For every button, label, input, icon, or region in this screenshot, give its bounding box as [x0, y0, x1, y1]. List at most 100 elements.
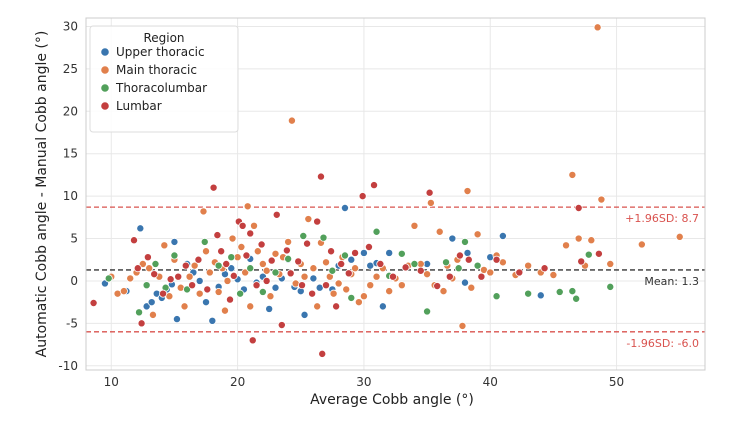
data-point: [587, 236, 596, 245]
legend: Region Upper thoracic Main thoracic Thorac…: [89, 25, 239, 133]
data-point: [606, 282, 615, 291]
data-point: [262, 276, 271, 285]
data-point: [236, 289, 245, 298]
y-tick-label: 25: [63, 62, 78, 76]
data-point: [214, 287, 223, 296]
data-point: [455, 251, 464, 260]
x-tick-label: 50: [609, 375, 624, 389]
data-point: [372, 272, 381, 281]
upper-loa-label: +1.96SD: 8.7: [625, 212, 699, 225]
data-point: [460, 237, 469, 246]
data-point: [322, 258, 331, 267]
legend-entry-label: Lumbar: [116, 99, 162, 113]
data-point: [136, 224, 145, 233]
data-point: [217, 247, 226, 256]
data-point: [205, 268, 214, 277]
data-point: [133, 264, 142, 273]
legend-box: [89, 25, 239, 133]
data-point: [385, 287, 394, 296]
data-point: [246, 302, 255, 311]
data-point: [257, 240, 266, 249]
data-point: [213, 231, 222, 240]
data-point: [277, 321, 286, 330]
data-point: [151, 259, 160, 268]
data-point: [316, 172, 325, 181]
data-point: [574, 234, 583, 243]
data-point: [298, 281, 307, 290]
data-point: [606, 259, 615, 268]
data-point: [267, 256, 276, 265]
x-axis-label: Average Cobb angle (°): [310, 392, 474, 408]
data-point: [271, 249, 280, 258]
data-point: [223, 276, 232, 285]
y-axis-label: Automatic Cobb angle - Manual Cobb angle…: [34, 31, 50, 358]
data-point: [397, 281, 406, 290]
data-point: [143, 253, 152, 262]
data-point: [271, 283, 280, 292]
data-point: [195, 289, 204, 298]
data-point: [142, 302, 151, 311]
data-point: [401, 263, 410, 272]
legend-marker: [100, 47, 110, 57]
y-tick-label: 20: [63, 104, 78, 118]
legend-entry-label: Thoracolumbar: [115, 81, 207, 95]
data-point: [272, 210, 281, 219]
data-point: [328, 266, 337, 275]
data-point: [200, 237, 209, 246]
data-point: [574, 203, 583, 212]
data-point: [145, 264, 154, 273]
data-point: [252, 281, 261, 290]
data-point: [174, 272, 183, 281]
legend-marker: [100, 65, 110, 75]
data-point: [329, 289, 338, 298]
data-point: [242, 251, 251, 260]
data-point: [181, 261, 190, 270]
data-point: [473, 261, 482, 270]
data-point: [637, 240, 646, 249]
data-point: [199, 207, 208, 216]
data-point: [423, 307, 432, 316]
data-point: [498, 231, 507, 240]
data-point: [203, 285, 212, 294]
y-tick-label: 0: [70, 274, 78, 288]
data-point: [237, 243, 246, 252]
y-axis-ticks: -10 -5 0 5 10 15 20 25 30: [58, 19, 78, 372]
data-point: [572, 294, 581, 303]
data-point: [313, 217, 322, 226]
data-point: [397, 249, 406, 258]
data-point: [170, 251, 179, 260]
legend-title: Region: [143, 31, 184, 45]
data-point: [271, 268, 280, 277]
data-point: [454, 264, 463, 273]
data-point: [172, 315, 181, 324]
legend-entries: Upper thoracic Main thoracic Thoracolumbar…: [100, 45, 207, 113]
data-point: [445, 272, 454, 281]
data-point: [265, 304, 274, 313]
data-point: [448, 234, 457, 243]
data-point: [458, 321, 467, 330]
data-point: [423, 270, 432, 279]
data-point: [190, 261, 199, 270]
data-point: [299, 231, 308, 240]
data-point: [214, 261, 223, 270]
data-point: [286, 269, 295, 278]
data-point: [284, 254, 293, 263]
data-point: [304, 215, 313, 224]
data-point: [246, 229, 255, 238]
data-point: [486, 268, 495, 277]
data-point: [258, 287, 267, 296]
data-point: [568, 170, 577, 179]
y-tick-label: -5: [66, 316, 78, 330]
data-point: [294, 257, 303, 266]
data-point: [359, 292, 368, 301]
data-point: [439, 287, 448, 296]
data-point: [119, 287, 128, 296]
data-point: [492, 255, 501, 264]
data-point: [594, 249, 603, 258]
data-point: [433, 282, 442, 291]
data-point: [166, 275, 175, 284]
legend-marker: [100, 83, 110, 93]
data-point: [209, 183, 218, 192]
data-point: [577, 257, 586, 266]
